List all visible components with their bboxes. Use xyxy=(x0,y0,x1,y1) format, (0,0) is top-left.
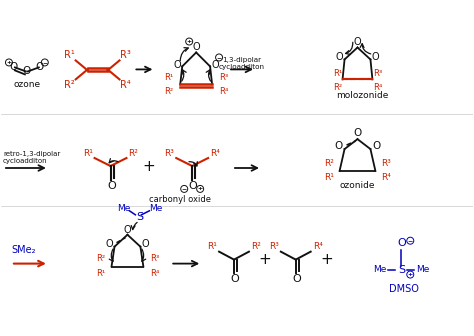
Text: O: O xyxy=(372,52,379,62)
Text: +: + xyxy=(187,39,192,44)
Text: R⁴: R⁴ xyxy=(150,269,159,278)
Text: SMe₂: SMe₂ xyxy=(11,245,36,255)
Text: R¹: R¹ xyxy=(207,242,217,251)
Text: R⁴: R⁴ xyxy=(373,83,382,92)
Text: O: O xyxy=(106,239,113,249)
Text: Me: Me xyxy=(417,265,430,274)
Text: O: O xyxy=(189,181,198,191)
Text: R⁴: R⁴ xyxy=(382,173,392,182)
Text: R²: R² xyxy=(128,149,138,158)
Text: +: + xyxy=(320,252,333,267)
Text: +: + xyxy=(6,60,11,65)
Text: +: + xyxy=(142,159,155,173)
Text: R²: R² xyxy=(64,80,75,90)
Text: S: S xyxy=(398,264,405,275)
Text: R³: R³ xyxy=(150,254,159,263)
Text: O: O xyxy=(354,37,361,46)
Text: R³: R³ xyxy=(373,69,382,78)
Text: cycloadditon: cycloadditon xyxy=(219,65,265,71)
Text: −: − xyxy=(408,238,413,243)
Text: R¹: R¹ xyxy=(164,73,173,82)
Text: R²: R² xyxy=(96,254,105,263)
Text: −: − xyxy=(182,186,187,192)
Text: O: O xyxy=(231,274,239,284)
Text: O: O xyxy=(354,128,362,138)
Text: O: O xyxy=(124,225,131,235)
Text: retro-1,3-dipolar: retro-1,3-dipolar xyxy=(3,151,60,157)
Text: R³: R³ xyxy=(269,242,279,251)
Text: O: O xyxy=(336,52,343,62)
Text: R³: R³ xyxy=(164,149,174,158)
Text: molozonide: molozonide xyxy=(336,91,389,100)
Text: R³: R³ xyxy=(382,159,392,168)
Text: O: O xyxy=(397,238,406,248)
Text: R²: R² xyxy=(164,87,173,96)
Text: R¹: R¹ xyxy=(96,269,105,278)
Text: R³: R³ xyxy=(120,50,131,60)
Text: Me: Me xyxy=(149,204,162,213)
Text: R⁴: R⁴ xyxy=(120,80,131,90)
Text: O: O xyxy=(173,60,181,71)
Text: +: + xyxy=(408,272,413,277)
Text: R¹: R¹ xyxy=(82,149,92,158)
Text: O: O xyxy=(211,60,219,71)
Text: R⁴: R⁴ xyxy=(210,149,220,158)
Text: +: + xyxy=(258,252,271,267)
Text: 1,3-dipolar: 1,3-dipolar xyxy=(222,57,262,64)
Text: O: O xyxy=(36,62,44,73)
Text: ozonide: ozonide xyxy=(340,181,375,191)
Text: O: O xyxy=(107,181,116,191)
Text: O: O xyxy=(292,274,301,284)
Text: O: O xyxy=(335,141,343,151)
Text: R¹: R¹ xyxy=(64,50,75,60)
Text: O: O xyxy=(372,141,381,151)
Text: R¹: R¹ xyxy=(333,69,342,78)
Text: R²: R² xyxy=(251,242,261,251)
Text: Me: Me xyxy=(373,265,386,274)
Text: cycloadditon: cycloadditon xyxy=(3,158,47,164)
Text: O: O xyxy=(192,42,200,51)
Text: S: S xyxy=(136,212,143,222)
Text: R²: R² xyxy=(324,159,334,168)
Text: R²: R² xyxy=(333,83,342,92)
Text: ozone: ozone xyxy=(13,80,40,89)
Text: Me: Me xyxy=(117,204,130,213)
Text: O: O xyxy=(10,62,18,73)
Text: R³: R³ xyxy=(219,73,228,82)
Text: −: − xyxy=(42,60,47,65)
Text: +: + xyxy=(198,186,203,192)
Text: DMSO: DMSO xyxy=(389,285,419,294)
Text: R⁴: R⁴ xyxy=(313,242,323,251)
Text: R¹: R¹ xyxy=(324,173,334,182)
Text: carbonyl oxide: carbonyl oxide xyxy=(149,195,211,204)
Text: −: − xyxy=(217,55,222,60)
Text: O: O xyxy=(23,67,31,76)
Text: R⁴: R⁴ xyxy=(219,87,229,96)
Text: O: O xyxy=(142,239,149,249)
